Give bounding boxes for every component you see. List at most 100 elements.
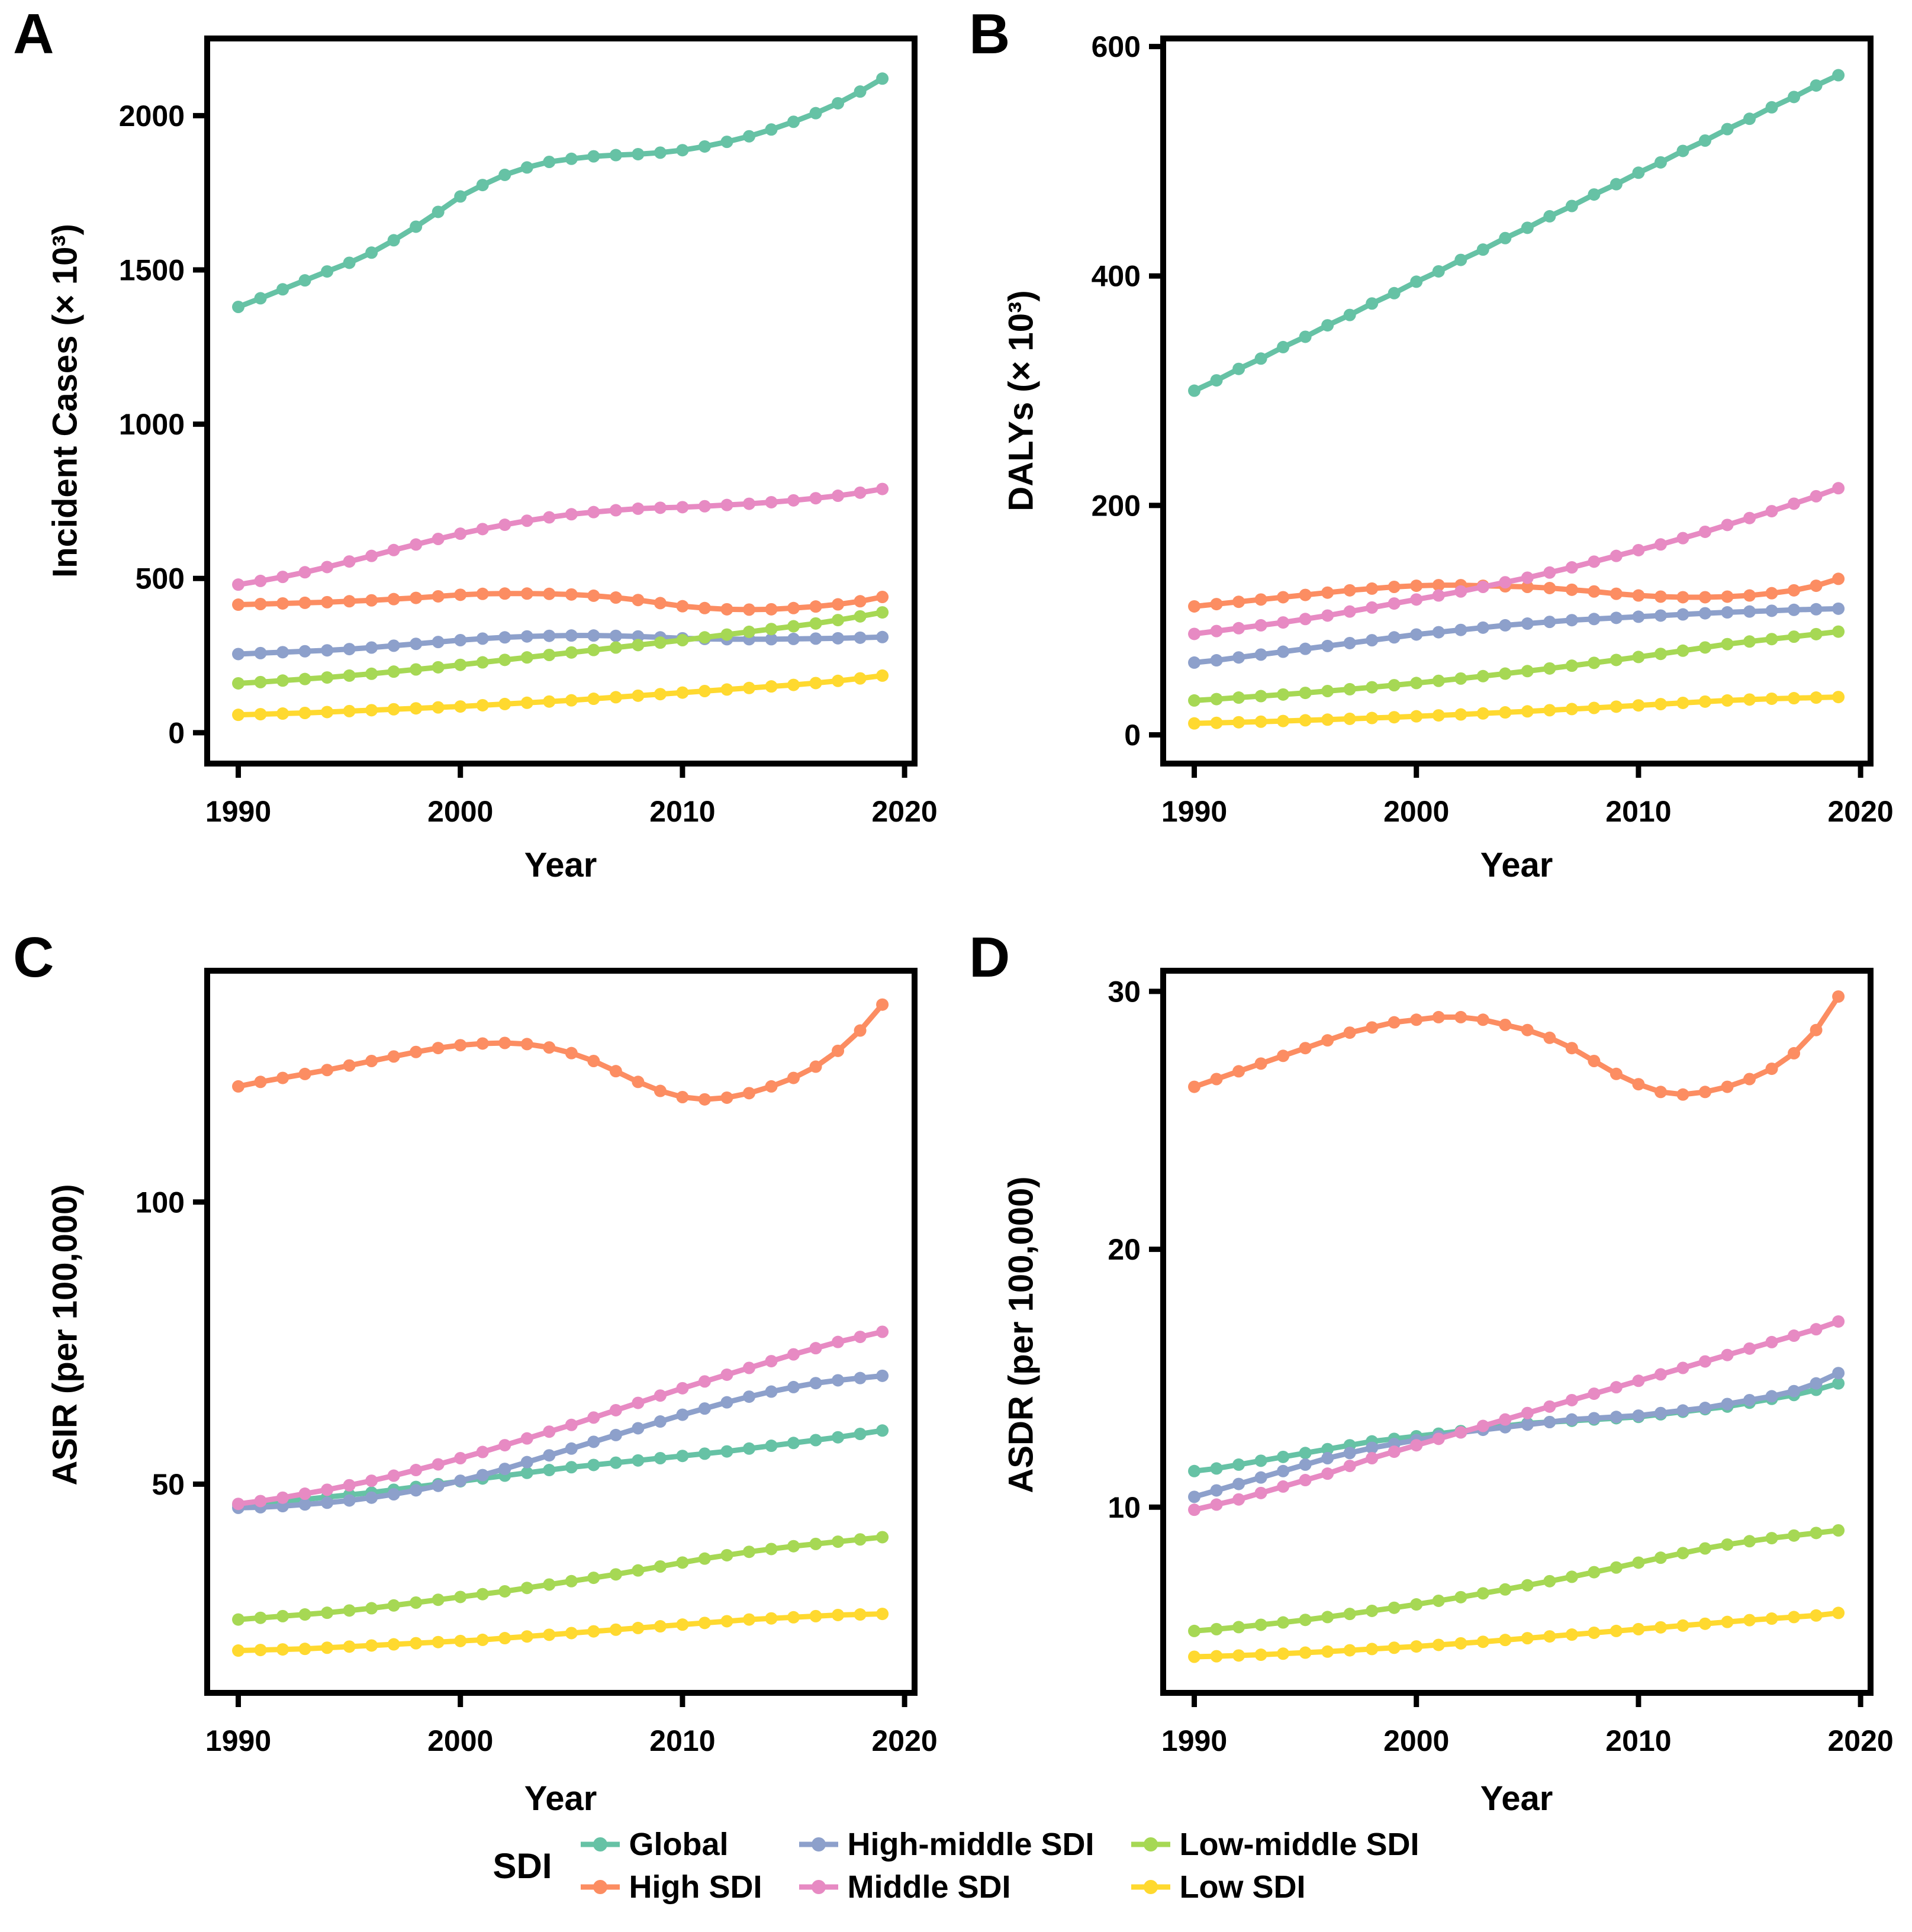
y-tick-label: 0	[168, 716, 185, 749]
y-tick-label: 400	[1092, 260, 1141, 293]
series-point	[1277, 688, 1290, 701]
series-point	[654, 1452, 667, 1464]
series-point	[1254, 1486, 1267, 1499]
series-point	[298, 1487, 311, 1500]
series-point	[1410, 1640, 1423, 1653]
series-point	[809, 600, 822, 613]
series-point	[587, 643, 600, 656]
series-point	[1588, 701, 1601, 714]
series-point	[787, 632, 800, 645]
series-point	[1188, 717, 1201, 730]
series-point	[676, 144, 689, 157]
series-point	[1254, 593, 1267, 606]
series-point	[1610, 1411, 1623, 1424]
series-point	[254, 574, 267, 587]
series-point	[410, 538, 423, 551]
panel-a-chart: 0 500 1000 1500 2000 1990 2000 2010 2020	[119, 36, 938, 828]
series-point	[1721, 694, 1734, 707]
series-point	[854, 1371, 867, 1384]
series-point	[276, 1609, 289, 1622]
series-point	[1765, 1335, 1778, 1348]
series-point	[1521, 581, 1534, 594]
series-point	[321, 1606, 334, 1619]
series-point	[476, 1588, 489, 1601]
y-tick-label: 500	[136, 562, 185, 595]
series-point	[632, 639, 645, 652]
series-point	[609, 691, 622, 704]
series-point	[454, 1634, 467, 1647]
series-point	[1565, 703, 1578, 716]
series-point	[1610, 653, 1623, 666]
series-point	[587, 1458, 600, 1471]
series-point	[1654, 156, 1667, 169]
series-point	[676, 1450, 689, 1463]
series-point	[1698, 1542, 1711, 1555]
series-point	[365, 1602, 378, 1615]
series-point	[1232, 595, 1245, 608]
series-point	[632, 147, 645, 160]
series-point	[476, 1633, 489, 1646]
series-point	[1543, 662, 1556, 675]
series-point	[1521, 1579, 1534, 1592]
series-point	[1366, 711, 1379, 724]
series-point	[254, 1076, 267, 1089]
series-point	[476, 632, 489, 645]
series-point	[343, 595, 356, 608]
series-point	[765, 680, 778, 693]
series-point	[1765, 633, 1778, 646]
series-point	[632, 1564, 645, 1577]
series-point	[765, 1612, 778, 1625]
series-point	[1610, 1381, 1623, 1394]
series-point	[1476, 707, 1489, 720]
series-point	[1210, 624, 1223, 637]
series-point	[276, 646, 289, 659]
x-tick-label: 2010	[649, 1724, 715, 1757]
series-point	[1188, 1464, 1201, 1477]
series-point	[809, 1060, 822, 1073]
series-point	[854, 1331, 867, 1344]
series-point	[1521, 1023, 1534, 1036]
series-point	[787, 115, 800, 128]
series-point	[565, 1461, 578, 1474]
series-line-low-sdi	[1192, 694, 1842, 726]
series-point	[876, 1531, 889, 1544]
series-point	[1632, 1374, 1645, 1387]
series-point	[1676, 1404, 1689, 1417]
series-point	[1343, 636, 1356, 649]
series-point	[1277, 1616, 1290, 1629]
series-point	[1788, 1529, 1801, 1542]
series-point	[1698, 1086, 1711, 1099]
series-point	[1277, 616, 1290, 629]
series-point	[565, 694, 578, 707]
series-point	[787, 678, 800, 691]
series-point	[809, 677, 822, 690]
series-point	[410, 1464, 423, 1477]
series-point	[1321, 586, 1334, 599]
series-point	[876, 72, 889, 85]
series-point	[321, 1483, 334, 1496]
y-tick-label: 30	[1108, 975, 1141, 1008]
series-point	[432, 1458, 445, 1471]
series-point	[698, 1093, 711, 1106]
series-point	[854, 610, 867, 623]
series-point	[854, 85, 867, 98]
series-point	[1432, 709, 1445, 722]
series-point	[832, 490, 845, 503]
series-point	[632, 1422, 645, 1435]
series-point	[321, 561, 334, 574]
series-line-low-middle-sdi	[1192, 1528, 1842, 1634]
series-point	[410, 702, 423, 715]
series-point	[1654, 1086, 1667, 1099]
series-point	[654, 1389, 667, 1402]
series-point	[1676, 696, 1689, 709]
series-point	[387, 1638, 400, 1651]
series-point	[343, 1604, 356, 1617]
series-point	[1410, 710, 1423, 723]
series-point	[1366, 1441, 1379, 1454]
series-point	[587, 1625, 600, 1638]
series-line-high-sdi	[236, 1002, 886, 1102]
series-point	[1832, 1377, 1845, 1390]
series-point	[1788, 584, 1801, 597]
series-point	[698, 1402, 711, 1415]
series-point	[387, 234, 400, 247]
